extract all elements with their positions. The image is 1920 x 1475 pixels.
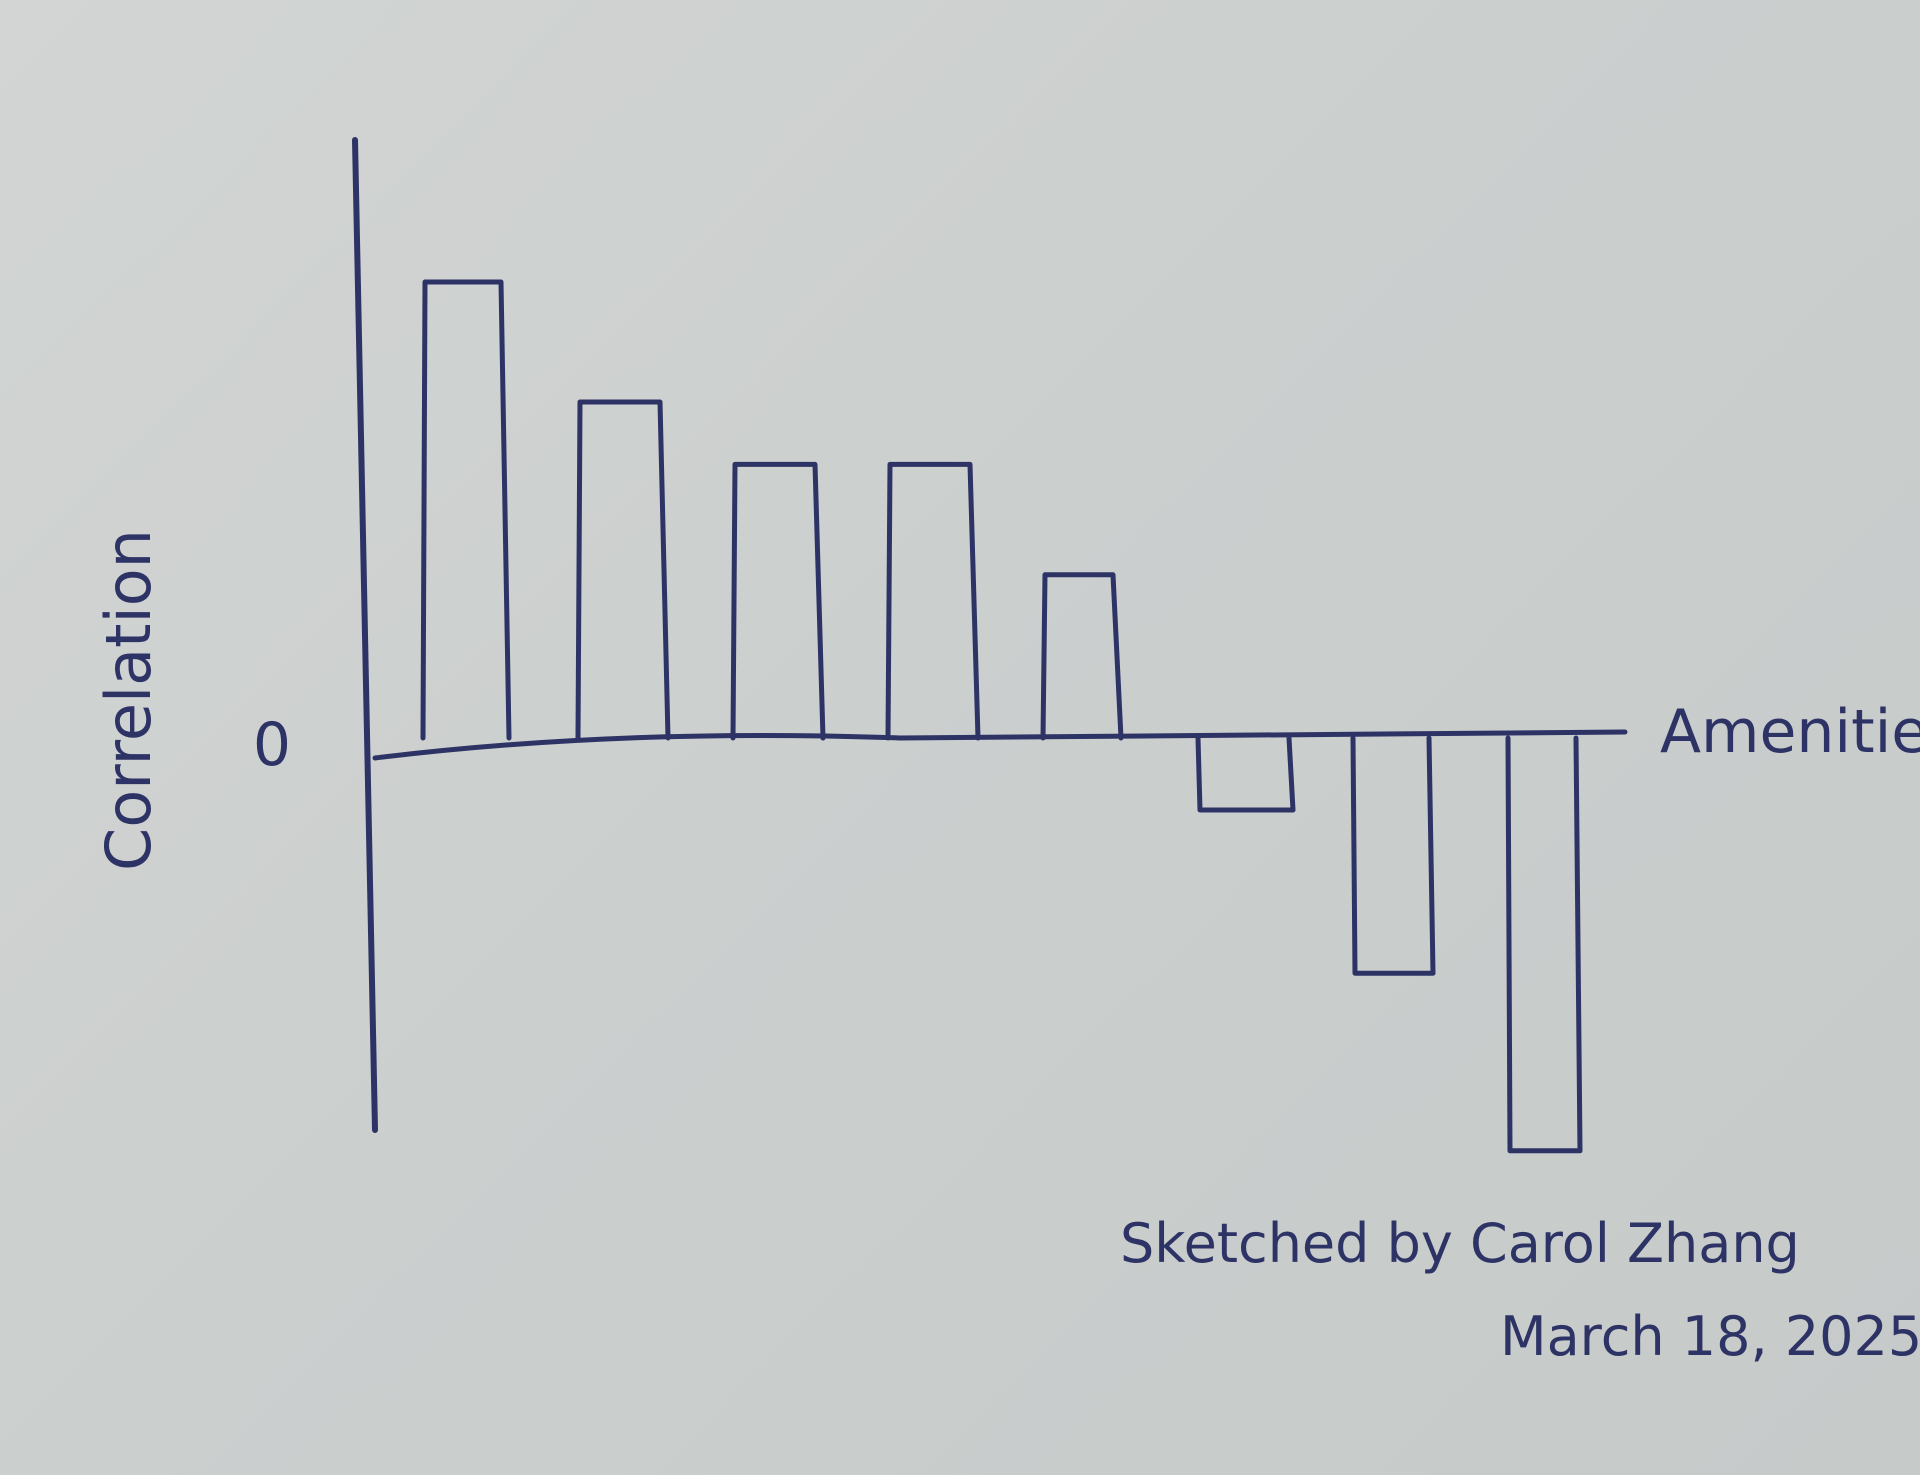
bar-3 bbox=[730, 461, 826, 741]
bar-2 bbox=[575, 399, 671, 741]
date-annotation: March 18, 2025 bbox=[1500, 1305, 1920, 1368]
y-axis-label: Correlation bbox=[92, 529, 165, 871]
bars-group bbox=[420, 279, 1583, 1154]
bar-4 bbox=[885, 461, 981, 741]
y-axis bbox=[352, 137, 378, 1133]
bar-5 bbox=[1040, 572, 1124, 741]
y-tick-label-zero: 0 bbox=[253, 710, 291, 780]
x-axis-label: Amenities bbox=[1660, 697, 1920, 767]
bar-7 bbox=[1350, 735, 1436, 976]
author-annotation: Sketched by Carol Zhang bbox=[1120, 1212, 1800, 1275]
bar-6 bbox=[1195, 735, 1296, 813]
bar-8 bbox=[1505, 735, 1583, 1154]
x-axis bbox=[372, 729, 1628, 761]
bar-1 bbox=[420, 279, 512, 741]
